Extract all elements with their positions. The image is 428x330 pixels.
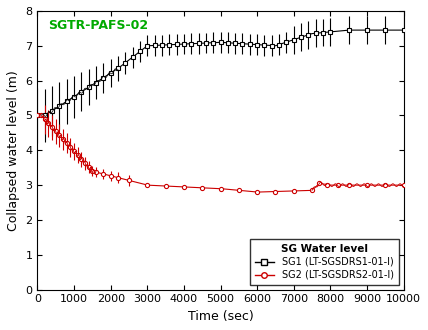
Y-axis label: Collapsed water level (m): Collapsed water level (m) <box>7 70 20 231</box>
Text: SGTR-PAFS-02: SGTR-PAFS-02 <box>48 19 149 32</box>
X-axis label: Time (sec): Time (sec) <box>187 310 253 323</box>
Legend: SG1 (LT-SGSDRS1-01-I), SG2 (LT-SGSDRS2-01-I): SG1 (LT-SGSDRS1-01-I), SG2 (LT-SGSDRS2-0… <box>250 239 399 285</box>
